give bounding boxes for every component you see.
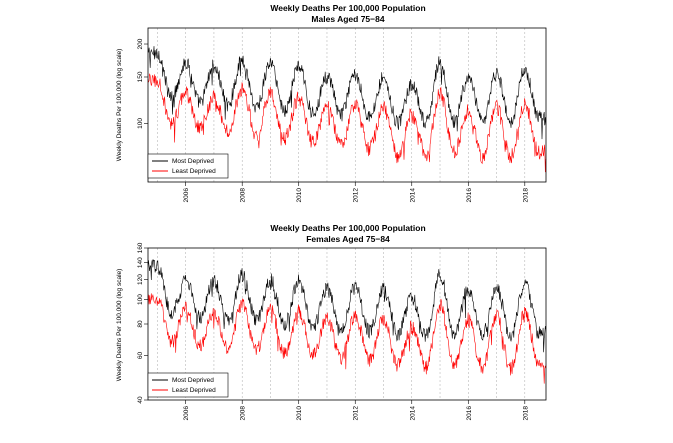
chart-title: Weekly Deaths Per 100,000 Population bbox=[270, 3, 425, 13]
x-tick-label: 2008 bbox=[240, 188, 247, 203]
y-axis-ticks: 100 150 200 bbox=[137, 38, 148, 129]
plot-frame bbox=[147, 27, 547, 183]
series-least-deprived bbox=[147, 73, 547, 173]
x-tick-label: 2018 bbox=[522, 188, 529, 203]
legend-box bbox=[147, 153, 229, 179]
chart-subtitle: Males Aged 75−84 bbox=[311, 14, 384, 24]
grid-lines bbox=[157, 28, 526, 182]
x-tick-label: 2006 bbox=[183, 188, 190, 203]
series-lines bbox=[147, 46, 547, 173]
x-tick-label: 2010 bbox=[296, 406, 303, 421]
y-axis-label: Weekly Deaths Per 100,000 (log scale) bbox=[116, 269, 123, 382]
x-tick-label: 2014 bbox=[409, 406, 416, 421]
y-tick-label: 160 bbox=[137, 242, 144, 253]
legend: Most Deprived Least Deprived bbox=[147, 153, 229, 179]
legend-box bbox=[147, 372, 229, 398]
y-axis-ticks: 40 60 80 100 120 140 160 bbox=[137, 242, 148, 404]
y-tick-label: 80 bbox=[137, 320, 144, 328]
x-tick-label: 2006 bbox=[183, 406, 190, 421]
series-lines bbox=[147, 259, 547, 384]
legend-label-most-deprived: Most Deprived bbox=[172, 158, 214, 165]
x-axis-ticks: 2006 2008 2010 2012 2014 2016 2018 bbox=[183, 182, 529, 202]
y-tick-label: 100 bbox=[137, 118, 144, 129]
series-most-deprived bbox=[147, 46, 547, 140]
legend: Most Deprived Least Deprived bbox=[147, 372, 229, 398]
y-tick-label: 200 bbox=[137, 38, 144, 49]
x-tick-label: 2012 bbox=[353, 188, 360, 203]
y-tick-label: 120 bbox=[137, 274, 144, 285]
y-tick-label: 40 bbox=[137, 396, 144, 404]
panel-females: Weekly Deaths Per 100,000 Population Fem… bbox=[116, 223, 547, 420]
y-tick-label: 140 bbox=[137, 257, 144, 268]
legend-label-most-deprived: Most Deprived bbox=[172, 377, 214, 384]
chart-title: Weekly Deaths Per 100,000 Population bbox=[270, 223, 425, 233]
y-tick-label: 150 bbox=[137, 71, 144, 82]
series-least-deprived bbox=[147, 293, 547, 384]
legend-label-least-deprived: Least Deprived bbox=[172, 168, 216, 175]
series-most-deprived bbox=[147, 259, 547, 353]
y-tick-label: 60 bbox=[137, 352, 144, 360]
x-axis-ticks: 2006 2008 2010 2012 2014 2016 2018 bbox=[183, 400, 529, 420]
x-tick-label: 2008 bbox=[240, 406, 247, 421]
legend-label-least-deprived: Least Deprived bbox=[172, 387, 216, 394]
x-tick-label: 2018 bbox=[522, 406, 529, 421]
y-tick-label: 100 bbox=[137, 294, 144, 305]
chart-subtitle: Females Aged 75−84 bbox=[306, 234, 390, 244]
x-tick-label: 2016 bbox=[466, 406, 473, 421]
x-tick-label: 2012 bbox=[353, 406, 360, 421]
panel-males: Weekly Deaths Per 100,000 Population Mal… bbox=[116, 3, 547, 202]
x-tick-label: 2016 bbox=[466, 188, 473, 203]
x-tick-label: 2010 bbox=[296, 188, 303, 203]
x-tick-label: 2014 bbox=[409, 188, 416, 203]
y-axis-label: Weekly Deaths Per 100,000 (log scale) bbox=[116, 49, 123, 162]
